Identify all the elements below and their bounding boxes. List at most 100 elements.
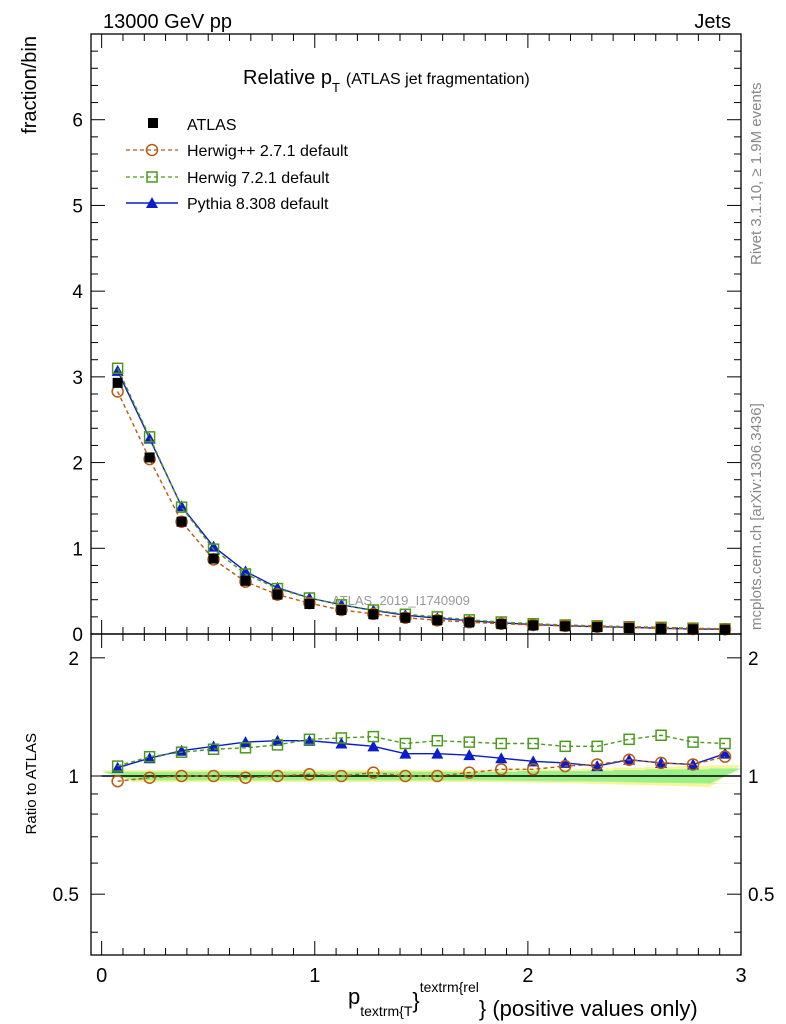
plot-title-main: Relative p xyxy=(243,67,332,89)
ratio-point-pythia-8-308-default xyxy=(559,756,572,768)
main-point-atlas xyxy=(336,605,347,615)
ratio-xtick-label: 2 xyxy=(522,965,533,987)
ratio-point-herwig-7-2-1-default xyxy=(431,734,444,747)
ratio-xlabel-sup: textrm{rel xyxy=(420,979,479,995)
main-point-pythia-8-308-default xyxy=(207,540,220,552)
main-point-herwig-2-7-1-default xyxy=(399,611,412,624)
ratio-point-herwig-2-7-1-default xyxy=(558,759,572,773)
legend-label-herwigpp: Herwig++ 2.7.1 default xyxy=(187,143,349,160)
main-point-atlas xyxy=(240,575,251,586)
ratio-point-herwig-7-2-1-default xyxy=(239,742,252,754)
main-point-atlas xyxy=(688,624,699,635)
main-point-herwig-2-7-1-default xyxy=(367,607,380,621)
main-ylabel: fraction/bin xyxy=(19,36,41,134)
main-point-atlas xyxy=(304,599,315,609)
ratio-point-herwig-7-2-1-default xyxy=(655,729,667,742)
ratio-xtick-label: 1 xyxy=(309,965,320,987)
header-energy: 13000 GeV pp xyxy=(103,11,232,33)
plot-title-sub: T xyxy=(332,80,340,95)
legend-marker-herwigpp xyxy=(145,143,159,157)
ratio-point-herwig-2-7-1-default xyxy=(686,758,700,771)
ratio-xlabel-brace: } xyxy=(412,988,419,1013)
ratio-point-pythia-8-308-default xyxy=(303,734,316,746)
ratio-point-herwig-2-7-1-default xyxy=(590,758,604,771)
legend-marker-herwig7 xyxy=(146,171,158,183)
ratio-point-herwig-7-2-1-default xyxy=(527,737,539,750)
ratio-point-pythia-8-308-default xyxy=(655,756,668,768)
main-point-atlas xyxy=(112,377,123,388)
legend: ATLAS Herwig++ 2.7.1 default Herwig 7.2.… xyxy=(126,117,349,213)
ratio-point-herwig-7-2-1-default xyxy=(367,730,380,743)
ratio-point-herwig-7-2-1-default xyxy=(399,737,412,750)
ratio-point-herwig-2-7-1-default xyxy=(718,750,732,763)
main-point-atlas xyxy=(528,620,539,631)
main-point-herwig-7-2-1-default xyxy=(111,362,124,375)
ratio-point-herwig-2-7-1-default xyxy=(622,753,636,767)
main-point-pythia-8-308-default xyxy=(111,364,124,376)
main-point-pythia-8-308-default xyxy=(239,565,252,577)
analysis-watermark: ATLAS_2019_I1740909 xyxy=(332,593,470,608)
main-point-atlas xyxy=(496,619,507,630)
ratio-point-herwig-7-2-1-default xyxy=(559,740,571,753)
main-point-herwig-2-7-1-default xyxy=(718,623,732,636)
ratio-point-herwig-2-7-1-default xyxy=(271,769,284,783)
ratio-point-herwig-2-7-1-default xyxy=(239,771,252,784)
ratio-series-herwig-7-2-1-default xyxy=(111,729,731,772)
main-point-herwig-2-7-1-default xyxy=(526,618,540,632)
main-ytick-label: 3 xyxy=(72,368,83,389)
ratio-point-herwig-2-7-1-default xyxy=(654,756,668,770)
main-point-herwig-2-7-1-default xyxy=(590,620,604,633)
ratio-xtick-label: 0 xyxy=(96,965,107,987)
main-ytick-label: 5 xyxy=(72,196,83,217)
ratio-point-pythia-8-308-default xyxy=(719,747,732,759)
ratio-point-herwig-2-7-1-default xyxy=(303,768,316,781)
main-ytick-label: 0 xyxy=(72,625,83,646)
main-point-herwig-2-7-1-default xyxy=(335,603,348,617)
ratio-point-herwig-2-7-1-default xyxy=(526,763,540,776)
main-point-atlas xyxy=(144,452,155,463)
ratio-xlabel-sub: textrm{T xyxy=(360,1003,413,1019)
main-series-herwig-2-7-1-default xyxy=(111,385,732,636)
ratio-point-herwig-2-7-1-default xyxy=(494,763,508,776)
main-point-atlas xyxy=(272,589,283,600)
main-point-atlas xyxy=(592,622,603,633)
legend-label-herwig7: Herwig 7.2.1 default xyxy=(187,170,330,187)
legend-label-atlas: ATLAS xyxy=(187,117,237,134)
main-point-herwig-2-7-1-default xyxy=(175,515,188,528)
main-point-herwig-2-7-1-default xyxy=(463,615,476,629)
ratio-point-pythia-8-308-default xyxy=(143,752,156,764)
main-point-atlas xyxy=(400,612,411,623)
legend-entry-pythia: Pythia 8.308 default xyxy=(126,196,329,213)
ratio-point-herwig-2-7-1-default xyxy=(367,766,380,779)
ratio-point-herwig-7-2-1-default xyxy=(207,743,220,755)
ratio-point-herwig-2-7-1-default xyxy=(431,769,444,783)
ratio-point-pythia-8-308-default xyxy=(239,736,252,748)
ratio-frame xyxy=(90,633,742,956)
ratio-point-pythia-8-308-default xyxy=(495,752,508,764)
ratio-point-herwig-2-7-1-default xyxy=(399,769,412,783)
ratio-point-herwig-7-2-1-default xyxy=(303,733,316,746)
main-point-herwig-2-7-1-default xyxy=(494,617,508,630)
ratio-point-herwig-7-2-1-default xyxy=(143,750,156,763)
main-ytick-label: 1 xyxy=(72,539,83,560)
main-point-herwig-7-2-1-default xyxy=(143,431,156,443)
main-line-herwig-7-2-1-default xyxy=(117,367,726,630)
ratio-point-pythia-8-308-default xyxy=(527,755,540,767)
ratio-ylabel: Ratio to ATLAS xyxy=(23,733,40,834)
main-series-atlas xyxy=(112,377,731,635)
main-point-herwig-7-2-1-default xyxy=(175,501,188,513)
legend-marker-atlas xyxy=(148,118,158,128)
ratio-series-herwig-2-7-1-default xyxy=(111,750,732,788)
ratio-point-herwig-7-2-1-default xyxy=(175,746,188,758)
main-point-atlas xyxy=(624,623,635,633)
ratio-point-herwig-7-2-1-default xyxy=(719,737,731,750)
rivet-label: Rivet 3.1.10, ≥ 1.9M events xyxy=(748,83,765,266)
ratio-point-pythia-8-308-default xyxy=(399,747,412,759)
ratio-xtick-label: 3 xyxy=(735,965,746,987)
ratio-ytick-label-right: 1 xyxy=(748,767,759,788)
ratio-series-pythia-8-308-default xyxy=(111,734,732,773)
ratio-point-herwig-2-7-1-default xyxy=(463,766,476,779)
ratio-point-herwig-2-7-1-default xyxy=(335,769,348,783)
main-point-herwig-2-7-1-default xyxy=(558,619,572,633)
